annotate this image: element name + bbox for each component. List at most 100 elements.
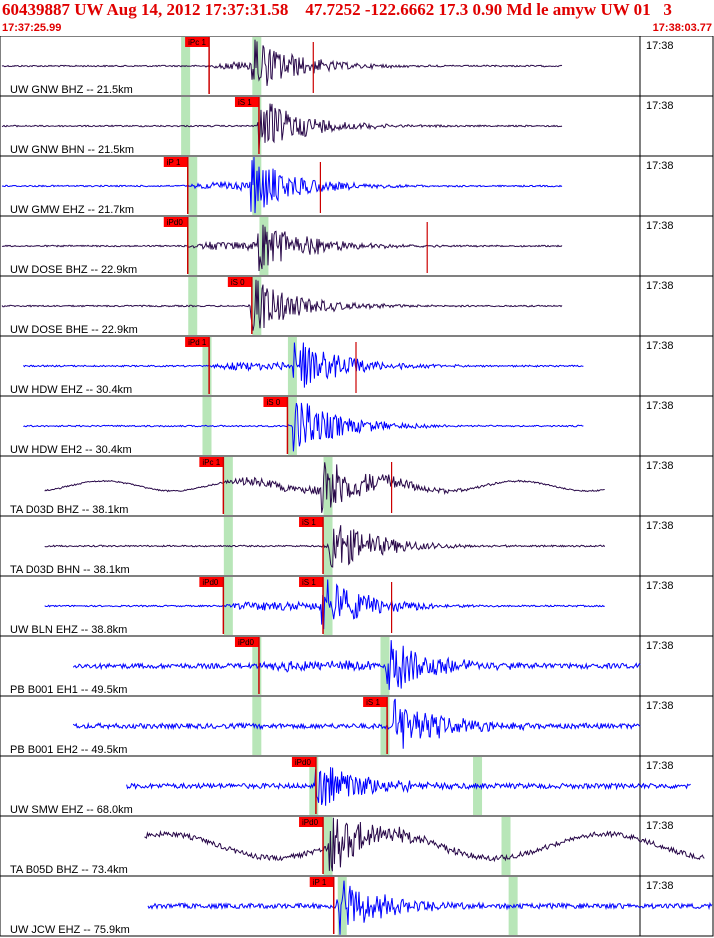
pick-label: iS 1 (366, 698, 380, 707)
waveform (1, 39, 563, 86)
pick-window (223, 577, 233, 635)
trace-row-12: 17:38 iS 1 PB B001 EH2 -- 49.5km (0, 695, 714, 757)
pick-window (323, 457, 333, 515)
waveform (1, 224, 563, 272)
pick-label: iPc 1 (188, 38, 206, 47)
time-tick-label: 17:38 (646, 760, 674, 772)
trace-label: UW HDW EH2 -- 30.4km (10, 444, 132, 456)
trace-row-8: 17:38 iPc 1 TA D03D BHZ -- 38.1km (0, 455, 714, 517)
start-time-label: 17:37:25.99 (2, 22, 62, 34)
trace-label: UW GNW BHZ -- 21.5km (10, 84, 133, 96)
pick-label: iS 0 (266, 398, 280, 407)
pick-window (501, 817, 511, 875)
trace-label: UW GNW BHN -- 21.5km (10, 144, 134, 156)
pick-flag (291, 757, 316, 767)
pick-flag (163, 157, 188, 167)
pick-window (380, 697, 390, 755)
trace-label: TA D03D BHZ -- 38.1km (10, 504, 128, 516)
trace-row-10: 17:38 iPd0 iS 1 UW BLN EHZ -- 38.8km (0, 575, 714, 637)
trace-row-11: 17:38 iPd0 PB B001 EH1 -- 49.5km (0, 635, 714, 697)
pick-flag (263, 397, 288, 407)
time-tick-label: 17:38 (646, 400, 674, 412)
waveform (1, 103, 563, 150)
pick-window (181, 97, 191, 155)
pick-label: iPd0 (302, 818, 319, 827)
pick-label: iPd0 (295, 758, 312, 767)
pick-label: iPc 1 (202, 458, 220, 467)
waveform (1, 156, 563, 214)
pick-label: iPd0 (202, 578, 219, 587)
trace-label: UW SMW EHZ -- 68.0km (10, 804, 133, 816)
waveform (23, 402, 584, 452)
time-tick-label: 17:38 (646, 580, 674, 592)
pick-flag (185, 337, 210, 347)
pick-label: iPd0 (238, 638, 255, 647)
pick-flag (234, 97, 259, 107)
waveform (1, 279, 563, 331)
time-tick-label: 17:38 (646, 100, 674, 112)
pick-label: iS 1 (238, 98, 252, 107)
trace-row-4: 17:38 iPd0 UW DOSE BHZ -- 22.9km (0, 215, 714, 277)
time-tick-label: 17:38 (646, 820, 674, 832)
time-tick-label: 17:38 (646, 280, 674, 292)
pick-window (337, 877, 347, 935)
pick-flag (309, 877, 334, 887)
trace-label: TA D03D BHN -- 38.1km (10, 564, 130, 576)
trace-row-3: 17:38 iP 1 UW GMW EHZ -- 21.7km (0, 155, 714, 217)
trace-label: UW JCW EHZ -- 75.9km (10, 924, 130, 936)
trace-row-7: 17:38 iS 0 UW HDW EH2 -- 30.4km (0, 395, 714, 457)
pick-window (252, 37, 262, 95)
time-tick-label: 17:38 (646, 640, 674, 652)
trace-label: UW DOSE BHE -- 22.9km (10, 324, 138, 336)
waveform (44, 462, 605, 513)
row-border (0, 875, 714, 937)
trace-row-2: 17:38 iS 1 UW GNW BHN -- 21.5km (0, 95, 714, 157)
pick-window (223, 457, 233, 515)
pick-flag (299, 577, 324, 587)
pick-label: iPd0 (167, 218, 184, 227)
trace-row-15: 17:38 iP 1 UW JCW EHZ -- 75.9km (0, 875, 714, 937)
time-tick-label: 17:38 (646, 460, 674, 472)
pick-label: iP 1 (167, 158, 181, 167)
pick-flag (199, 457, 224, 467)
trace-label: UW GMW EHZ -- 21.7km (10, 204, 134, 216)
trace-row-9: 17:38 iS 1 TA D03D BHN -- 38.1km (0, 515, 714, 577)
seismogram-panel: 17:38 iPc 1 UW GNW BHZ -- 21.5km 17:38 iS 1 U… (0, 36, 714, 937)
end-time-label: 17:38:03.77 (652, 22, 712, 34)
time-tick-label: 17:38 (646, 40, 674, 52)
trace-row-5: 17:38 iS 0 UW DOSE BHE -- 22.9km (0, 275, 714, 337)
trace-row-6: 17:38 iPd 1 UW HDW EHZ -- 30.4km (0, 335, 714, 397)
pick-label: iP 1 (313, 878, 327, 887)
pick-window (323, 577, 333, 635)
waveform (72, 698, 641, 749)
time-tick-label: 17:38 (646, 880, 674, 892)
pick-flag (234, 637, 259, 647)
waveform (126, 767, 691, 806)
trace-label: UW BLN EHZ -- 38.8km (10, 624, 127, 636)
pick-flag (363, 697, 388, 707)
event-title: 60439887 UW Aug 14, 2012 17:37:31.58 47.… (2, 0, 672, 19)
waveform (72, 640, 641, 690)
trace-row-13: 17:38 iPd0 UW SMW EHZ -- 68.0km (0, 755, 714, 817)
pick-label: iS 0 (231, 278, 245, 287)
pick-label: iS 1 (302, 518, 316, 527)
pick-flag (299, 517, 324, 527)
time-tick-label: 17:38 (646, 220, 674, 232)
trace-label: PB B001 EH1 -- 49.5km (10, 684, 127, 696)
pick-window (287, 397, 297, 455)
time-tick-label: 17:38 (646, 700, 674, 712)
trace-row-14: 17:38 iPd0 TA B05D BHZ -- 73.4km (0, 815, 714, 877)
pick-flag (163, 217, 188, 227)
trace-label: UW HDW EHZ -- 30.4km (10, 384, 132, 396)
pick-flag (199, 577, 224, 587)
trace-label: UW DOSE BHZ -- 22.9km (10, 264, 137, 276)
waveform (23, 342, 584, 388)
time-tick-label: 17:38 (646, 340, 674, 352)
pick-label: iS 1 (302, 578, 316, 587)
pick-window (309, 757, 319, 815)
pick-flag (227, 277, 252, 287)
time-tick-label: 17:38 (646, 520, 674, 532)
trace-label: TA B05D BHZ -- 73.4km (10, 864, 128, 876)
waveform (147, 880, 713, 935)
trace-row-1: 17:38 iPc 1 UW GNW BHZ -- 21.5km (0, 36, 714, 97)
